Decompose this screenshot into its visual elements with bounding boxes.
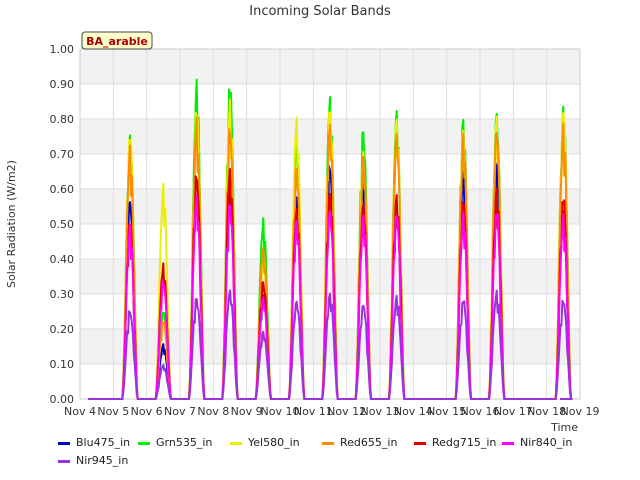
y-tick-label: 0.80 [50, 113, 75, 126]
x-tick-label: Nov 4 [64, 405, 96, 418]
x-tick-label: Nov 6 [131, 405, 163, 418]
legend-swatch [230, 441, 242, 445]
x-tick-label: Nov 17 [494, 405, 533, 418]
plot-band [80, 49, 580, 84]
x-axis-label: Time [550, 421, 578, 434]
y-tick-label: 1.00 [50, 43, 75, 56]
legend-item: Yel580_in [230, 436, 300, 449]
x-tick-label: Nov 16 [461, 405, 500, 418]
legend-item: Red655_in [322, 436, 397, 449]
series-lines [88, 78, 573, 400]
legend-swatch [58, 459, 70, 463]
y-axis: 0.00 0.10 0.20 0.30 0.40 0.50 0.60 0.70 0.80 0.90… [50, 43, 75, 406]
x-tick-label: Nov 18 [527, 405, 566, 418]
badge-box [81, 31, 153, 50]
legend-swatch [502, 441, 514, 445]
x-tick-label: Nov 9 [231, 405, 263, 418]
plot-frame [79, 48, 581, 400]
x-tick-label: Nov 7 [164, 405, 196, 418]
x-tick-label: Nov 8 [197, 405, 229, 418]
legend-swatch [58, 441, 70, 445]
legend-item: Redg715_in [414, 436, 496, 449]
x-tick-label: Nov 11 [294, 405, 333, 418]
chart-title: Incoming Solar Bands [249, 4, 391, 19]
badge: BA_arable [81, 31, 153, 50]
legend-label: Nir945_in [76, 454, 129, 467]
x-tick-label: Nov 19 [561, 405, 600, 418]
legend-label: Red655_in [340, 436, 398, 449]
badge-text: BA_arable [86, 35, 148, 48]
legend-label: Blu475_in [76, 436, 131, 449]
legend-item: Blu475_in [58, 436, 130, 449]
x-tick-label: Nov 14 [394, 405, 433, 418]
legend-label: Nir840_in [520, 436, 573, 449]
legend-label: Redg715_in [432, 436, 497, 449]
legend-swatch [138, 441, 150, 445]
legend-label: Yel580_in [248, 436, 300, 449]
x-tick-label: Nov 10 [261, 405, 300, 418]
legend-swatch [414, 441, 426, 445]
plot-band [80, 259, 580, 294]
y-tick-label: 0.70 [50, 148, 75, 161]
y-tick-label: 0.00 [50, 393, 75, 406]
y-tick-label: 0.60 [50, 183, 75, 196]
legend-swatch [322, 441, 334, 445]
legend-item: Nir840_in [502, 436, 572, 449]
y-tick-label: 0.20 [50, 323, 75, 336]
x-tick-label: Nov 13 [361, 405, 400, 418]
series-line-nir945_in [88, 289, 573, 400]
x-tick-label: Nov 15 [427, 405, 466, 418]
x-tick-label: Nov 12 [327, 405, 366, 418]
y-tick-label: 0.90 [50, 78, 75, 91]
y-tick-label: 0.10 [50, 358, 75, 371]
y-axis-label: Solar Radiation (W/m2) [5, 160, 18, 288]
plot-band [80, 329, 580, 364]
x-tick-label: Nov 5 [97, 405, 129, 418]
y-tick-label: 0.30 [50, 288, 75, 301]
legend-item: Nir945_in [58, 454, 128, 467]
y-tick-label: 0.50 [50, 218, 75, 231]
legend-label: Grn535_in [156, 436, 213, 449]
y-tick-label: 0.40 [50, 253, 75, 266]
legend-item: Grn535_in [138, 436, 212, 449]
